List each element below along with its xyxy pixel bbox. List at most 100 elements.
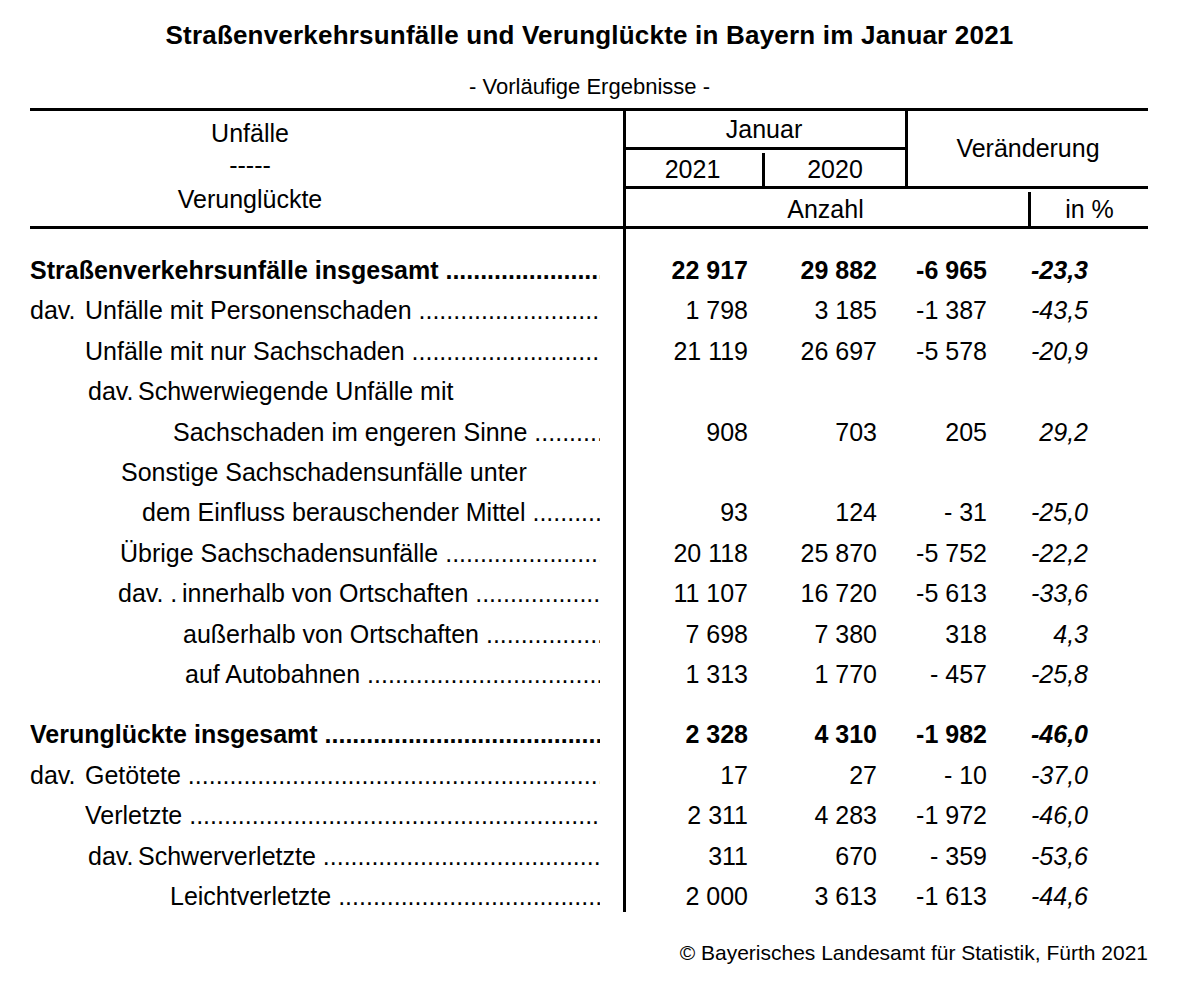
value-2021: 21 119 [618, 331, 748, 371]
value-2021: 17 [618, 755, 748, 795]
leader-dots: ........................................… [412, 296, 600, 324]
page-title: Straßenverkehrsunfälle und Verunglückte … [0, 20, 1179, 51]
value-2021: 311 [618, 836, 748, 876]
table-row-line: dav. .innerhalb von Ortschaften ........… [0, 573, 1179, 613]
table-row-line: dav.Schwerwiegende Unfälle mit [0, 371, 1179, 411]
leader-dots: ........................................… [468, 579, 600, 607]
copyright-note: © Bayerisches Landesamt für Statistik, F… [680, 941, 1148, 965]
value-2021: 2 000 [618, 876, 748, 916]
leader-dots: ........................................… [438, 539, 600, 567]
row-label: dem Einfluss berauschender Mittel ......… [142, 492, 600, 532]
value-change-pct: -33,6 [958, 573, 1088, 613]
row-label: Sonstige Sachschadensunfälle unter [121, 452, 600, 492]
value-change-pct: 29,2 [958, 412, 1088, 452]
row-label: Leichtverletzte ........................… [170, 876, 600, 916]
value-change-pct: 4,3 [958, 614, 1088, 654]
page-subtitle: - Vorläufige Ergebnisse - [0, 74, 1179, 100]
row-label-text: Sachschaden im engeren Sinne [173, 418, 527, 446]
table-row-line: Sonstige Sachschadensunfälle unter [0, 452, 1179, 492]
table-row-line: dav.Schwerverletzte ....................… [0, 836, 1179, 876]
leader-dots: ........................................… [479, 620, 600, 648]
row-label: außerhalb von Ortschaften ..............… [183, 614, 600, 654]
value-2021: 1 798 [618, 290, 748, 330]
value-2021: 908 [618, 412, 748, 452]
table-row-line: Verunglückte insgesamt .................… [0, 714, 1179, 754]
table-header: Unfälle ----- Verunglückte Januar 2021 2… [30, 108, 1148, 229]
row-label-text: innerhalb von Ortschaften [182, 579, 468, 607]
value-change-pct: -25,0 [958, 492, 1088, 532]
value-2021: 2 328 [618, 714, 748, 754]
value-change-pct: -46,0 [958, 714, 1088, 754]
table-row-line: dem Einfluss berauschender Mittel ......… [0, 492, 1179, 532]
row-label-text: Unfälle mit nur Sachschaden [85, 337, 405, 365]
row-label: auf Autobahnen .........................… [185, 654, 600, 694]
stub-line-verungglueckte: Verunglückte [30, 185, 470, 214]
leader-dots: ........................................… [318, 720, 600, 748]
row-label-text: Straßenverkehrsunfälle insgesamt [30, 256, 439, 284]
row-prefix-dav: dav. [88, 836, 138, 876]
row-label: Sachschaden im engeren Sinne ...........… [173, 412, 600, 452]
leader-dots: ........................................… [527, 418, 600, 446]
row-label-text: Unfälle mit Personenschaden [85, 296, 412, 324]
value-change-pct: -37,0 [958, 755, 1088, 795]
column-group-januar: Januar [623, 111, 905, 150]
row-label: dav.Unfälle mit Personenschaden ........… [30, 290, 600, 330]
row-label: Verletzte ..............................… [85, 795, 600, 835]
value-2021: 93 [618, 492, 748, 532]
stub-line-separator: ----- [30, 151, 470, 180]
value-2021: 20 118 [618, 533, 748, 573]
table-row-line: Übrige Sachschadensunfälle .............… [0, 533, 1179, 573]
leader-dots: ........................................… [331, 882, 600, 910]
value-change-pct: -53,6 [958, 836, 1088, 876]
row-label-text: Übrige Sachschadensunfälle [120, 539, 438, 567]
value-change-pct: -46,0 [958, 795, 1088, 835]
row-label: Straßenverkehrsunfälle insgesamt .......… [30, 250, 600, 290]
row-prefix-dav: dav. [30, 290, 85, 330]
leader-dots: ........................................… [360, 660, 600, 688]
row-label-text: Getötete [85, 761, 181, 789]
value-change-pct: -23,3 [958, 250, 1088, 290]
table-row-line: Leichtverletzte ........................… [0, 876, 1179, 916]
row-label-text: Sonstige Sachschadensunfälle unter [121, 458, 527, 486]
column-header-2020: 2020 [765, 153, 905, 189]
row-label: dav.Getötete ...........................… [30, 755, 600, 795]
value-change-pct: -20,9 [958, 331, 1088, 371]
value-change-pct: -44,6 [958, 876, 1088, 916]
leader-dots: ........................................… [316, 842, 600, 870]
stub-line-unfaelle: Unfälle [30, 119, 470, 148]
row-label-text: Schwerverletzte [138, 842, 316, 870]
value-change-pct: -43,5 [958, 290, 1088, 330]
row-prefix-dav: dav. [88, 371, 138, 411]
table-row-line: außerhalb von Ortschaften ..............… [0, 614, 1179, 654]
row-label-text: außerhalb von Ortschaften [183, 620, 479, 648]
column-header-2021: 2021 [623, 153, 762, 189]
table-row-line: Verletzte ..............................… [0, 795, 1179, 835]
leader-dots: ........................................… [182, 801, 600, 829]
stub-header: Unfälle ----- Verunglückte [30, 111, 470, 226]
row-label-text: Verunglückte insgesamt [30, 720, 318, 748]
row-prefix-dav: dav. [30, 755, 85, 795]
value-2021: 7 698 [618, 614, 748, 654]
value-change-pct: -22,2 [958, 533, 1088, 573]
unit-header-anzahl: Anzahl [623, 192, 1028, 226]
leader-dots: ........................................… [526, 498, 600, 526]
table-row-line: Unfälle mit nur Sachschaden ............… [0, 331, 1179, 371]
row-label-text: Verletzte [85, 801, 182, 829]
value-2021: 22 917 [618, 250, 748, 290]
statistics-table-page: Straßenverkehrsunfälle und Verunglückte … [0, 0, 1179, 982]
table-row-line: Straßenverkehrsunfälle insgesamt .......… [0, 250, 1179, 290]
unit-header-percent: in % [1031, 192, 1148, 226]
leader-dots: ........................................… [405, 337, 600, 365]
column-header-veraenderung: Veränderung [905, 111, 1148, 189]
row-label: Verunglückte insgesamt .................… [30, 714, 600, 754]
row-label: dav.Schwerwiegende Unfälle mit [88, 371, 600, 411]
row-label: Unfälle mit nur Sachschaden ............… [85, 331, 600, 371]
row-label-text: Leichtverletzte [170, 882, 331, 910]
value-2021: 2 311 [618, 795, 748, 835]
row-prefix-dav: dav. . [118, 573, 182, 613]
table-row-line: Sachschaden im engeren Sinne ...........… [0, 412, 1179, 452]
table-body: Straßenverkehrsunfälle insgesamt .......… [0, 226, 1179, 926]
row-label: Übrige Sachschadensunfälle .............… [120, 533, 600, 573]
row-label-text: dem Einfluss berauschender Mittel [142, 498, 526, 526]
row-label: dav.Schwerverletzte ....................… [88, 836, 600, 876]
